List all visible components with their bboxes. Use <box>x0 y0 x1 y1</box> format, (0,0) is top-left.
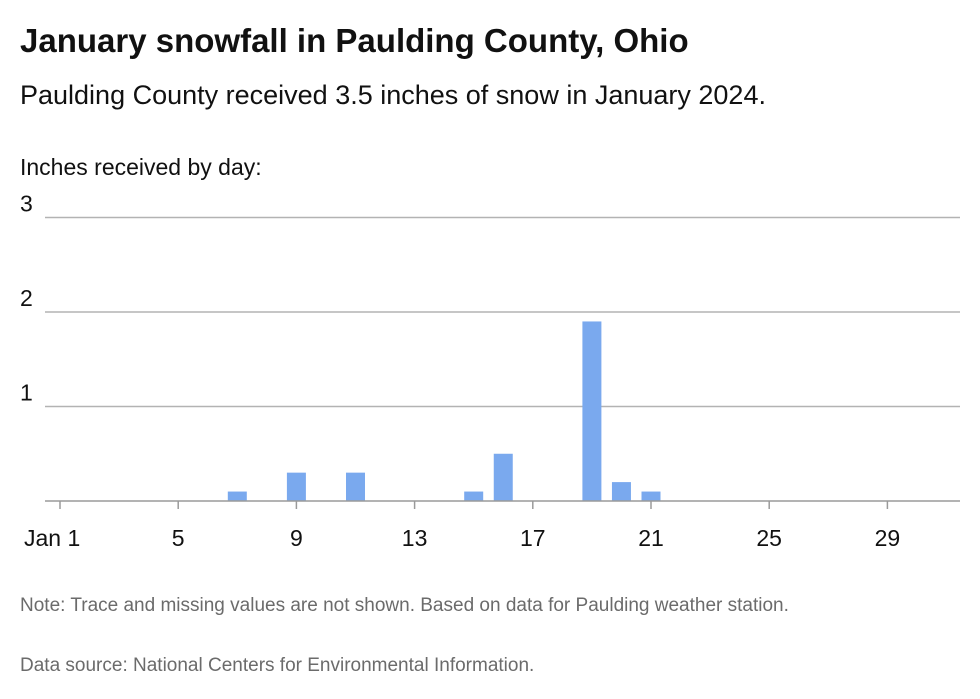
snowfall-bar-chart: 1 2 3 Jan 1 5 9 13 17 21 25 29 <box>20 195 960 551</box>
chart-subtitle: Paulding County received 3.5 inches of s… <box>20 80 766 110</box>
x-tick-label-13: 13 <box>402 525 428 551</box>
x-tick-label-9: 9 <box>290 525 303 551</box>
bar-day-20 <box>611 482 631 501</box>
data-source: Data source: National Centers for Enviro… <box>20 655 535 676</box>
x-tick-label-5: 5 <box>172 525 185 551</box>
bars <box>227 321 661 501</box>
y-axis-label: Inches received by day: <box>20 154 262 180</box>
bar-day-19 <box>582 321 602 501</box>
tick-labels: 1 2 3 Jan 1 5 9 13 17 21 25 29 <box>20 195 900 551</box>
x-tick-label-1: Jan 1 <box>24 525 80 551</box>
bar-day-9 <box>286 472 306 501</box>
x-axis <box>45 500 960 509</box>
bar-day-7 <box>227 491 247 501</box>
y-tick-label-2: 2 <box>20 285 33 311</box>
bar-day-16 <box>493 453 513 501</box>
x-tick-label-21: 21 <box>638 525 664 551</box>
chart-title: January snowfall in Paulding County, Ohi… <box>20 22 689 59</box>
x-tick-label-25: 25 <box>756 525 782 551</box>
bar-day-11 <box>346 472 365 501</box>
chart-note: Note: Trace and missing values are not s… <box>20 595 789 616</box>
x-tick-label-29: 29 <box>875 525 901 551</box>
bar-day-21 <box>641 491 661 501</box>
x-tick-label-17: 17 <box>520 525 546 551</box>
y-tick-label-3: 3 <box>20 195 33 217</box>
gridlines <box>45 216 960 408</box>
y-tick-label-1: 1 <box>20 380 33 406</box>
bar-day-15 <box>464 491 484 501</box>
